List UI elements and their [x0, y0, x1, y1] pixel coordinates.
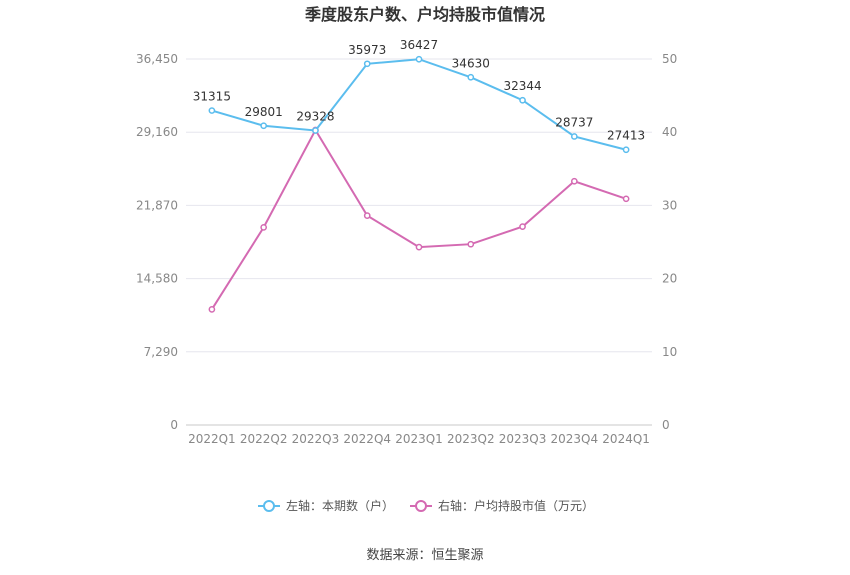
legend-marker [263, 500, 275, 512]
source-note: 数据来源：恒生聚源 [366, 548, 483, 563]
chart-title: 季度股东户数、户均持股市值情况 [304, 5, 545, 24]
data-point [467, 240, 475, 248]
data-label: 29801 [245, 105, 283, 119]
x-tick-label: 2022Q3 [292, 432, 340, 446]
data-point [260, 122, 268, 130]
left-tick-label: 0 [170, 418, 178, 432]
left-axis-ticks: 0 7,290 14,580 21,870 29,160 36,450 [136, 52, 178, 432]
x-tick-label: 2024Q1 [602, 432, 650, 446]
data-point [208, 107, 216, 114]
right-tick-label: 40 [662, 125, 677, 139]
left-tick-label: 29,160 [136, 125, 178, 139]
right-axis-ticks: 0 10 20 30 40 50 [662, 52, 677, 432]
data-label: 36427 [400, 38, 438, 52]
legend: 左轴：本期数（户） 右轴：户均持股市值（万元） [258, 498, 594, 513]
legend-label: 右轴：户均持股市值（万元） [438, 498, 594, 513]
right-tick-label: 50 [662, 52, 677, 66]
x-tick-label: 2022Q4 [343, 432, 391, 446]
data-label: 27413 [607, 129, 645, 143]
x-tick-label: 2022Q1 [188, 432, 236, 446]
data-point [415, 55, 423, 63]
legend-marker [415, 500, 427, 512]
right-tick-label: 20 [662, 272, 677, 286]
series-line-avg-value [211, 127, 627, 310]
right-tick-label: 10 [662, 345, 677, 359]
x-tick-label: 2023Q2 [447, 432, 495, 446]
data-point [622, 146, 630, 154]
data-point [622, 195, 630, 203]
x-tick-label: 2022Q2 [240, 432, 288, 446]
data-label: 32344 [503, 79, 541, 93]
data-point [312, 127, 319, 134]
data-point [363, 60, 371, 68]
data-point [570, 133, 578, 140]
right-tick-label: 0 [662, 418, 670, 432]
right-tick-label: 30 [662, 198, 677, 212]
left-tick-label: 7,290 [144, 345, 178, 359]
legend-label: 左轴：本期数（户） [286, 498, 394, 513]
data-point [519, 96, 526, 104]
left-tick-label: 21,870 [136, 198, 178, 212]
series-layer: 31315 29801 29328 35973 36427 34630 32344 28737… [193, 38, 645, 313]
x-tick-label: 2023Q4 [551, 432, 599, 446]
data-point [260, 224, 268, 231]
data-label: 29328 [296, 110, 334, 124]
data-label: 34630 [452, 56, 490, 70]
data-point [519, 223, 526, 230]
x-axis-ticks: 2022Q1 2022Q2 2022Q3 2022Q4 2023Q1 2023Q2 2023… [188, 432, 650, 446]
data-label: 31315 [193, 90, 231, 104]
data-label: 35973 [348, 43, 386, 57]
data-point [363, 212, 371, 219]
left-tick-label: 14,580 [136, 272, 178, 286]
data-point [208, 305, 216, 313]
left-tick-label: 36,450 [136, 52, 178, 66]
x-tick-label: 2023Q1 [395, 432, 443, 446]
data-label: 28737 [555, 115, 593, 129]
x-tick-label: 2023Q3 [499, 432, 547, 446]
data-point [570, 177, 578, 185]
data-point [415, 243, 423, 251]
data-point [467, 73, 475, 81]
